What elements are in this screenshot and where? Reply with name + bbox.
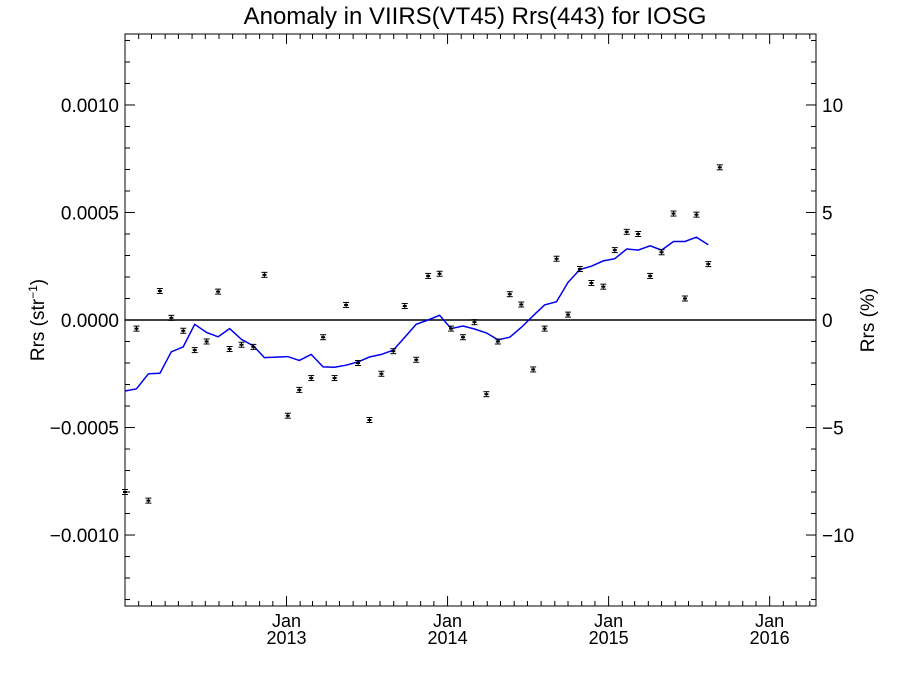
x-tick-month: Jan	[433, 611, 462, 631]
data-point	[156, 287, 163, 294]
right-tick-label: −10	[822, 526, 854, 547]
chart-title: Anomaly in VIIRS(VT45) Rrs(443) for IOSG	[244, 3, 707, 30]
right-y-axis: 10 5 0 −5 −10	[806, 39, 854, 601]
right-y-axis-label: Rrs (%)	[858, 288, 879, 352]
data-point	[366, 416, 373, 423]
data-point	[133, 325, 140, 332]
x-tick-year: 2013	[266, 628, 306, 648]
data-point	[296, 386, 303, 393]
data-point	[506, 291, 513, 298]
data-point	[541, 325, 548, 332]
x-tick-month: Jan	[594, 611, 623, 631]
x-tick-year: 2016	[750, 628, 790, 648]
left-y-axis-label-base: Rrs (str	[28, 298, 49, 361]
data-points	[122, 164, 723, 504]
data-point	[320, 334, 327, 341]
data-point	[530, 366, 537, 373]
data-point	[600, 283, 607, 290]
data-point	[425, 272, 432, 279]
data-point	[483, 391, 490, 398]
data-point	[284, 412, 291, 419]
data-point	[565, 311, 572, 318]
data-point	[588, 280, 595, 287]
data-point	[261, 271, 268, 278]
right-tick-label: 0	[822, 311, 833, 332]
data-point	[681, 295, 688, 302]
data-point	[180, 327, 187, 334]
trend-line	[124, 236, 709, 392]
data-point	[390, 348, 397, 355]
left-y-axis-label-tail: )	[28, 279, 49, 285]
data-point	[670, 210, 677, 217]
data-point	[308, 375, 315, 382]
x-tick-year: 2014	[428, 628, 468, 648]
left-tick-label: 0.0005	[61, 203, 119, 224]
left-y-axis-label-sup: −1	[26, 285, 40, 299]
data-point	[716, 164, 723, 171]
right-tick-label: 10	[822, 96, 843, 117]
data-point	[168, 314, 175, 321]
data-point	[459, 334, 466, 341]
data-point	[378, 370, 385, 377]
plot-area: 0.0010 0.0005 0.0000 −0.0005 −0.0010 10 5 0 −5 −…	[50, 33, 854, 648]
x-tick-month: Jan	[755, 611, 784, 631]
data-point	[413, 356, 420, 363]
data-point	[122, 489, 128, 496]
right-tick-label: 5	[822, 203, 833, 224]
data-point	[647, 272, 654, 279]
data-point	[203, 338, 210, 345]
data-point	[215, 288, 222, 295]
data-point	[448, 325, 455, 332]
left-tick-label: −0.0010	[50, 526, 119, 547]
data-point	[436, 270, 443, 277]
left-tick-label: 0.0010	[61, 96, 119, 117]
data-point	[494, 338, 501, 345]
data-point	[518, 301, 525, 308]
x-tick-month: Jan	[272, 611, 301, 631]
data-point	[705, 261, 712, 268]
data-point	[553, 255, 560, 262]
data-point	[635, 230, 642, 237]
data-point	[191, 347, 198, 354]
left-y-axis: 0.0010 0.0005 0.0000 −0.0005 −0.0010	[50, 39, 135, 601]
data-point	[343, 301, 350, 308]
right-tick-label: −5	[822, 419, 844, 440]
data-point	[576, 266, 583, 273]
data-point	[693, 211, 700, 218]
left-y-axis-label: Rrs (str−1)	[26, 279, 49, 361]
data-point	[250, 343, 257, 350]
left-tick-label: 0.0000	[61, 311, 119, 332]
data-point	[623, 228, 630, 235]
data-point	[658, 249, 665, 256]
data-point	[331, 375, 338, 382]
left-tick-label: −0.0005	[50, 419, 119, 440]
data-point	[238, 341, 245, 348]
data-point	[226, 346, 233, 353]
data-point	[401, 303, 408, 310]
data-point	[354, 360, 361, 367]
data-point	[145, 497, 152, 504]
data-point	[471, 319, 478, 326]
x-tick-year: 2015	[589, 628, 629, 648]
data-point	[611, 247, 618, 254]
